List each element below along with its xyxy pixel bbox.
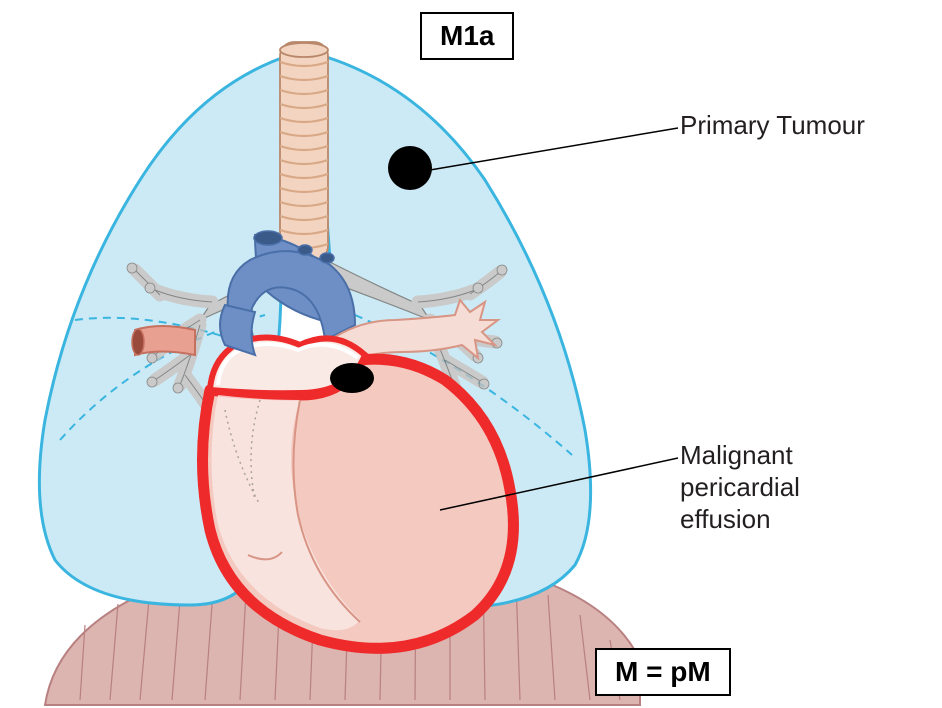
anatomical-diagram: M1a M = pM Primary Tumour Malignant peri…	[0, 0, 942, 708]
label-effusion-line1: Malignant	[680, 440, 793, 471]
equation-label-text: M = pM	[615, 656, 711, 687]
left-vessel-stub	[132, 326, 195, 355]
stage-label-box: M1a	[420, 12, 514, 60]
primary-tumour-marker	[388, 146, 432, 190]
equation-label-box: M = pM	[595, 648, 731, 696]
trachea	[280, 42, 328, 260]
diagram-svg	[0, 0, 942, 708]
leader-line-tumour	[430, 128, 678, 170]
label-effusion-line2: pericardial	[680, 472, 800, 503]
stage-label-text: M1a	[440, 20, 494, 51]
label-effusion-line3: effusion	[680, 504, 771, 535]
label-primary-tumour: Primary Tumour	[680, 110, 865, 141]
